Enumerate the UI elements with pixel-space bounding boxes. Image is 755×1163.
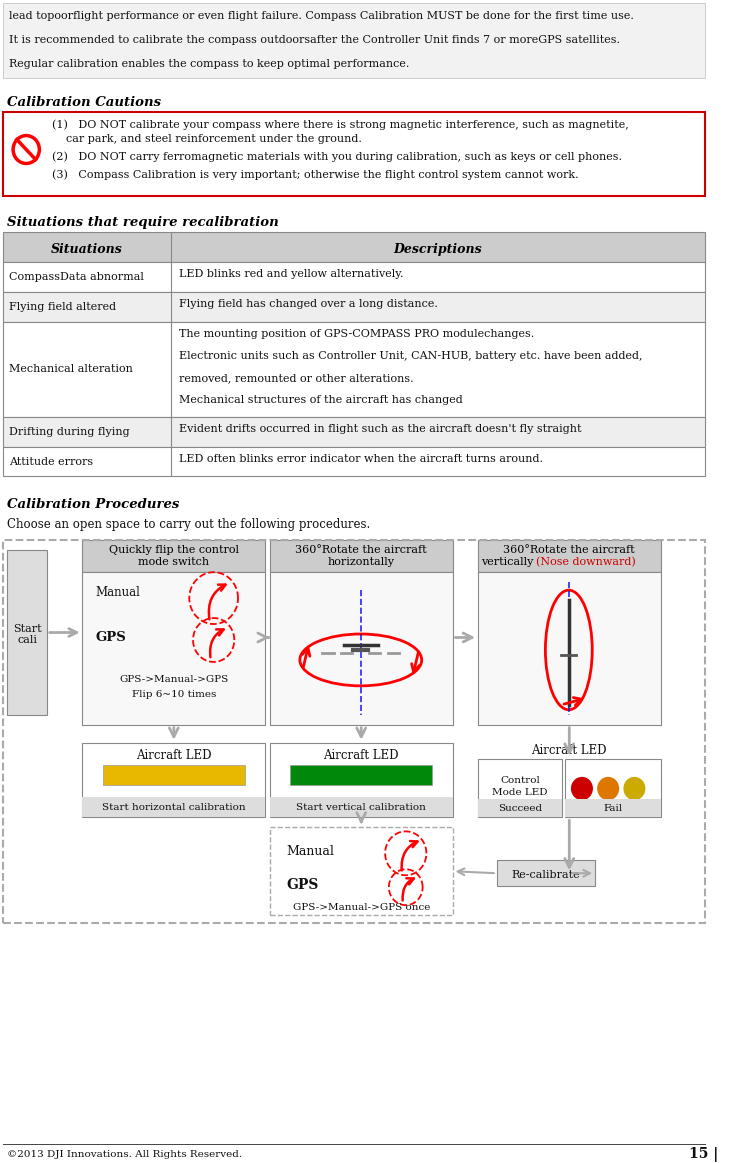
Text: LED often blinks error indicator when the aircraft turns around.: LED often blinks error indicator when th… xyxy=(179,454,543,464)
Circle shape xyxy=(598,778,618,799)
FancyBboxPatch shape xyxy=(3,262,704,292)
FancyBboxPatch shape xyxy=(270,743,452,818)
Text: Control: Control xyxy=(500,776,540,785)
Text: Mechanical structures of the aircraft has changed: Mechanical structures of the aircraft ha… xyxy=(179,394,463,405)
FancyBboxPatch shape xyxy=(82,743,265,818)
FancyBboxPatch shape xyxy=(478,799,562,818)
Text: GPS->Manual->GPS once: GPS->Manual->GPS once xyxy=(292,902,430,912)
FancyBboxPatch shape xyxy=(478,541,661,572)
Text: Flip 6~10 times: Flip 6~10 times xyxy=(131,691,216,699)
Text: Flying field has changed over a long distance.: Flying field has changed over a long dis… xyxy=(179,299,438,309)
Text: Start vertical calibration: Start vertical calibration xyxy=(296,802,426,812)
FancyBboxPatch shape xyxy=(3,112,704,197)
Text: Mode LED: Mode LED xyxy=(492,789,548,797)
FancyBboxPatch shape xyxy=(3,292,704,322)
Text: lead topoorflight performance or even flight failure. Compass Calibration MUST b: lead topoorflight performance or even fl… xyxy=(9,10,634,21)
Text: mode switch: mode switch xyxy=(138,557,209,568)
Text: Electronic units such as Controller Unit, CAN-HUB, battery etc. have been added,: Electronic units such as Controller Unit… xyxy=(179,351,643,361)
Text: Evident drifts occurred in flight such as the aircraft doesn't fly straight: Evident drifts occurred in flight such a… xyxy=(179,423,581,434)
FancyBboxPatch shape xyxy=(497,861,595,886)
Text: Succeed: Succeed xyxy=(498,804,542,813)
FancyBboxPatch shape xyxy=(3,233,704,262)
FancyBboxPatch shape xyxy=(478,758,562,818)
FancyBboxPatch shape xyxy=(82,541,265,572)
FancyBboxPatch shape xyxy=(270,798,452,818)
FancyBboxPatch shape xyxy=(82,572,265,725)
Text: Situations that require recalibration: Situations that require recalibration xyxy=(8,216,279,229)
Text: It is recommended to calibrate the compass outdoorsafter the Controller Unit fin: It is recommended to calibrate the compa… xyxy=(9,35,621,45)
Circle shape xyxy=(572,778,592,799)
FancyBboxPatch shape xyxy=(8,550,47,715)
FancyBboxPatch shape xyxy=(270,541,452,572)
Text: Aircraft LED: Aircraft LED xyxy=(323,749,399,762)
FancyBboxPatch shape xyxy=(82,798,265,818)
Text: Start
cali: Start cali xyxy=(13,623,42,645)
Text: Start horizontal calibration: Start horizontal calibration xyxy=(102,802,245,812)
Text: Descriptions: Descriptions xyxy=(394,243,482,256)
Text: (3)   Compass Calibration is very important; otherwise the flight control system: (3) Compass Calibration is very importan… xyxy=(51,170,578,180)
Text: (2)   DO NOT carry ferromagnetic materials with you during calibration, such as : (2) DO NOT carry ferromagnetic materials… xyxy=(51,151,621,162)
FancyBboxPatch shape xyxy=(291,764,432,785)
Text: Situations: Situations xyxy=(51,243,123,256)
Text: Manual: Manual xyxy=(96,586,140,599)
Text: (Nose downward): (Nose downward) xyxy=(537,557,636,568)
Text: car park, and steel reinforcement under the ground.: car park, and steel reinforcement under … xyxy=(66,134,362,143)
Text: Drifting during flying: Drifting during flying xyxy=(9,427,130,436)
Text: Attitude errors: Attitude errors xyxy=(9,457,94,466)
Circle shape xyxy=(624,778,645,799)
Text: Aircraft LED: Aircraft LED xyxy=(136,749,211,762)
FancyBboxPatch shape xyxy=(3,416,704,447)
Text: Regular calibration enables the compass to keep optimal performance.: Regular calibration enables the compass … xyxy=(9,59,410,69)
Text: Re-calibrate: Re-calibrate xyxy=(512,870,580,880)
Text: 360°Rotate the aircraft: 360°Rotate the aircraft xyxy=(504,545,635,555)
FancyBboxPatch shape xyxy=(103,764,245,785)
Text: CompassData abnormal: CompassData abnormal xyxy=(9,272,144,283)
Text: Manual: Manual xyxy=(287,844,334,858)
Text: vertically: vertically xyxy=(481,557,537,568)
Text: 360°Rotate the aircraft: 360°Rotate the aircraft xyxy=(295,545,427,555)
Text: The mounting position of GPS-COMPASS PRO modulechanges.: The mounting position of GPS-COMPASS PRO… xyxy=(179,329,535,338)
Text: (1)   DO NOT calibrate your compass where there is strong magnetic interference,: (1) DO NOT calibrate your compass where … xyxy=(51,120,628,130)
Text: GPS: GPS xyxy=(96,632,126,644)
FancyBboxPatch shape xyxy=(270,827,452,915)
Text: Calibration Procedures: Calibration Procedures xyxy=(8,499,180,512)
FancyBboxPatch shape xyxy=(478,572,661,725)
FancyBboxPatch shape xyxy=(565,758,661,818)
Text: LED blinks red and yellow alternatively.: LED blinks red and yellow alternatively. xyxy=(179,269,403,279)
Text: Mechanical alteration: Mechanical alteration xyxy=(9,364,133,374)
FancyBboxPatch shape xyxy=(270,572,452,725)
FancyBboxPatch shape xyxy=(3,447,704,477)
Text: Aircraft LED: Aircraft LED xyxy=(532,744,607,757)
Text: Choose an open space to carry out the following procedures.: Choose an open space to carry out the fo… xyxy=(8,519,371,531)
FancyBboxPatch shape xyxy=(3,322,704,416)
FancyBboxPatch shape xyxy=(3,3,704,78)
Text: horizontally: horizontally xyxy=(328,557,395,568)
Text: Flying field altered: Flying field altered xyxy=(9,302,116,312)
Text: removed, remounted or other alterations.: removed, remounted or other alterations. xyxy=(179,373,414,383)
Text: 15 |: 15 | xyxy=(689,1147,718,1162)
Text: GPS->Manual->GPS: GPS->Manual->GPS xyxy=(119,676,229,684)
Text: Calibration Cautions: Calibration Cautions xyxy=(8,95,162,108)
Text: Quickly flip the control: Quickly flip the control xyxy=(109,545,239,555)
FancyBboxPatch shape xyxy=(565,799,661,818)
Text: ©2013 DJI Innovations. All Rights Reserved.: ©2013 DJI Innovations. All Rights Reserv… xyxy=(8,1150,242,1158)
Text: GPS: GPS xyxy=(287,878,319,892)
Text: Fail: Fail xyxy=(603,804,622,813)
